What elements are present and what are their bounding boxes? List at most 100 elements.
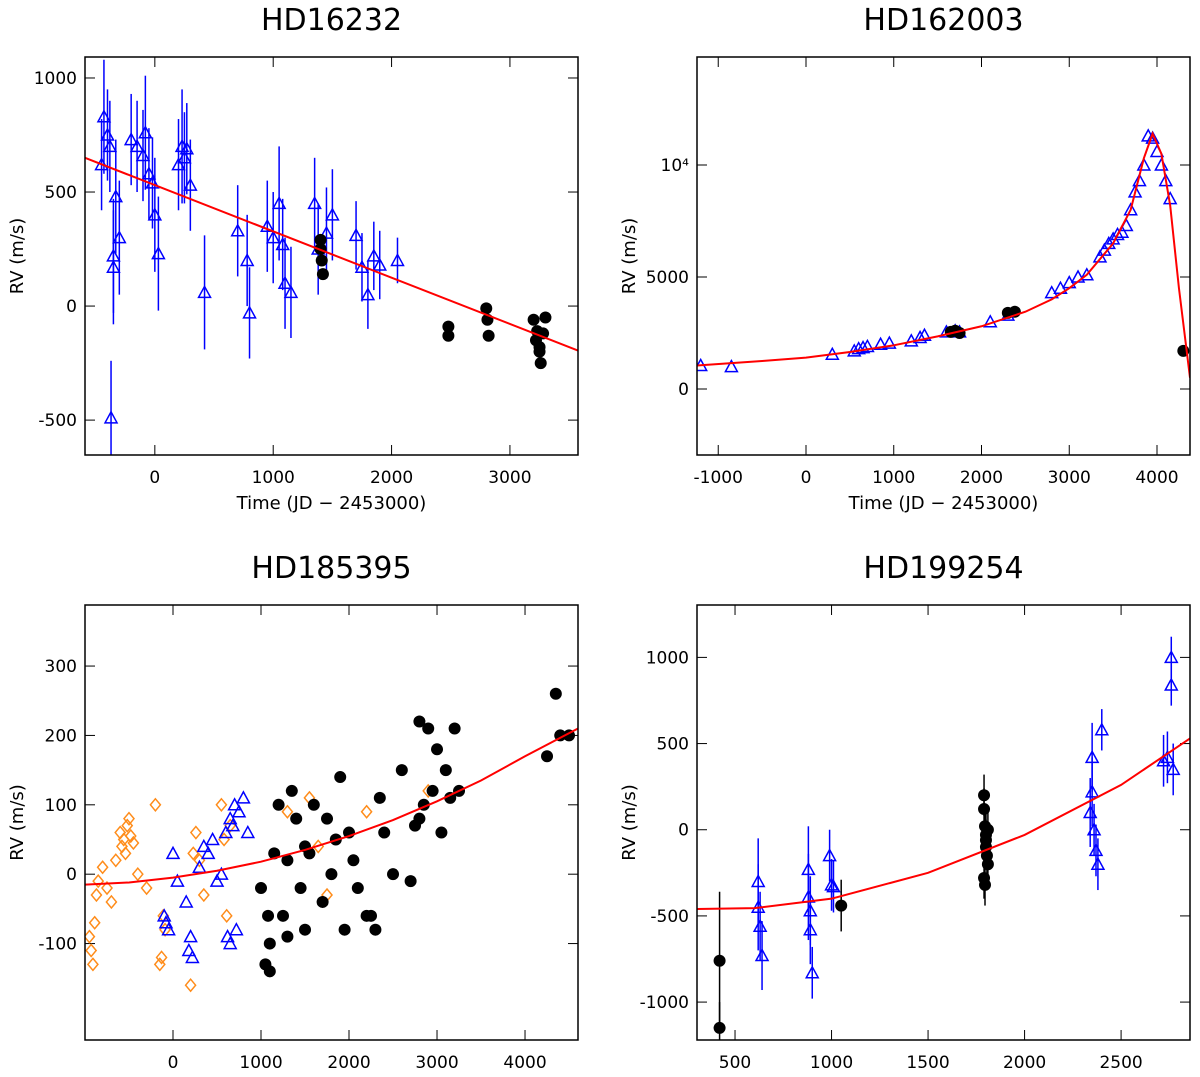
point [183, 929, 198, 943]
point [1127, 184, 1143, 198]
point [192, 859, 207, 873]
x-tick-label: 1000 [252, 468, 295, 488]
fit-line [85, 727, 578, 886]
point [307, 195, 322, 210]
y-tick-label: 0 [66, 865, 77, 885]
point [220, 908, 233, 923]
y-tick-label: 300 [45, 657, 77, 677]
point [85, 929, 96, 944]
x-tick-label: 0 [801, 468, 812, 488]
point [185, 949, 200, 964]
y-tick-label: 0 [66, 297, 77, 317]
point [218, 824, 234, 839]
point [265, 230, 281, 244]
point [214, 866, 229, 880]
point [263, 965, 276, 978]
point [165, 845, 181, 860]
point [824, 877, 839, 891]
point [981, 823, 994, 836]
point [442, 329, 455, 342]
point [1158, 173, 1174, 187]
point [184, 978, 197, 993]
x-axis-label: Time (JD − 2453000) [236, 493, 427, 514]
y-tick-label: 5000 [646, 268, 689, 288]
point [230, 223, 245, 237]
point [319, 225, 334, 239]
point [189, 825, 202, 840]
point [387, 868, 400, 881]
point [754, 947, 770, 962]
point [378, 826, 391, 839]
point [448, 722, 461, 735]
point [435, 826, 448, 839]
point [334, 771, 347, 784]
point [215, 797, 228, 812]
point [912, 329, 928, 344]
point [183, 177, 198, 191]
point [102, 138, 118, 153]
point [1154, 157, 1169, 171]
point [539, 311, 552, 324]
point [227, 797, 242, 811]
point [422, 722, 435, 735]
point [527, 313, 540, 326]
point [299, 923, 312, 936]
point [200, 845, 216, 860]
point [222, 935, 238, 950]
plot-area [85, 687, 578, 993]
point [803, 922, 818, 936]
plot-area [697, 636, 1190, 1040]
x-tick-label: 1000 [810, 1053, 853, 1073]
plot-frame [696, 56, 1191, 456]
point [855, 339, 871, 354]
x-tick-label: 2000 [960, 468, 1003, 488]
point [439, 764, 452, 777]
point [724, 359, 739, 373]
point [1094, 722, 1110, 736]
point [316, 895, 329, 908]
point [373, 791, 386, 804]
y-axis-label: RV (m/s) [7, 218, 28, 295]
y-tick-label: -500 [38, 411, 77, 431]
point [277, 909, 290, 922]
point [283, 284, 299, 299]
point [1164, 677, 1179, 691]
point [112, 230, 127, 244]
y-tick-label: 1000 [646, 648, 689, 668]
point [390, 252, 405, 267]
point [983, 314, 998, 328]
point [316, 268, 329, 281]
point [752, 918, 768, 933]
x-tick-label: 2000 [1003, 1053, 1046, 1073]
point [444, 791, 457, 804]
point [281, 804, 294, 819]
point [155, 950, 168, 965]
point [482, 329, 495, 342]
point [1110, 226, 1125, 241]
x-tick-label: 2000 [327, 1053, 370, 1073]
point [978, 803, 991, 816]
point [348, 227, 364, 242]
point [255, 882, 268, 895]
point [534, 357, 547, 370]
point [431, 743, 444, 756]
x-tick-label: -1000 [694, 468, 743, 488]
point [119, 846, 132, 861]
panel: HD16232 Time (JD − 2453000) RV (m/s) 0 1000 2… [7, 3, 579, 514]
x-tick-label: 3000 [488, 468, 531, 488]
point [366, 248, 382, 262]
panel: HD162003 Time (JD − 2453000) RV (m/s) -1000… [619, 3, 1191, 514]
point [187, 846, 200, 861]
point [281, 854, 294, 867]
y-tick-label: 1000 [34, 69, 77, 89]
point [260, 218, 275, 232]
point [140, 880, 153, 896]
point [549, 687, 562, 700]
point [395, 764, 408, 777]
x-tick-label: 0 [149, 468, 160, 488]
panel-title: HD185395 [251, 551, 411, 586]
y-tick-label: 0 [678, 380, 689, 400]
point [263, 937, 276, 950]
y-tick-label: 500 [45, 183, 77, 203]
